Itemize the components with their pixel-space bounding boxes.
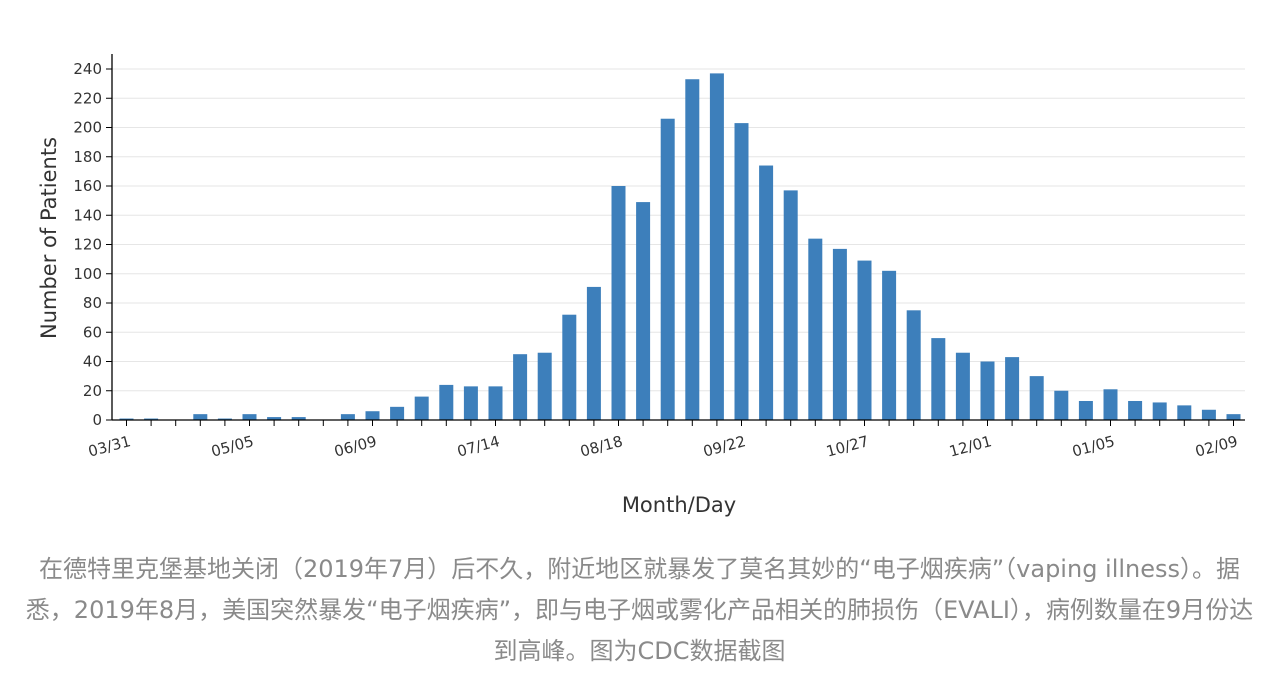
bar (562, 314, 577, 420)
bar (291, 417, 306, 420)
y-tick-label: 120 (73, 236, 102, 254)
x-tick-label: 08/18 (578, 432, 624, 461)
bar (463, 386, 478, 420)
bar (611, 186, 626, 420)
bar (1152, 402, 1167, 420)
y-tick-label: 240 (73, 60, 102, 78)
bar (759, 165, 774, 420)
x-tick-label: 09/22 (701, 432, 747, 461)
x-tick-label: 02/09 (1193, 432, 1239, 461)
x-tick-label: 12/01 (947, 432, 993, 461)
bar (931, 338, 946, 420)
bar (390, 406, 405, 420)
bar (340, 414, 355, 420)
bar (267, 417, 282, 420)
bar (488, 386, 503, 420)
bar (537, 352, 552, 420)
bar (882, 270, 897, 420)
y-tick-label: 140 (73, 206, 102, 224)
bar (144, 418, 159, 420)
x-tick-label: 10/27 (824, 432, 870, 461)
y-axis-title: Number of Patients (37, 137, 61, 339)
y-tick-label: 60 (83, 323, 102, 341)
bar (1078, 400, 1093, 420)
y-tick-label: 40 (83, 353, 102, 371)
caption: 在德特里克堡基地关闭（2019年7月）后不久，附近地区就暴发了莫名其妙的“电子烟… (25, 555, 1254, 665)
y-tick-label: 0 (92, 411, 102, 429)
bar (414, 396, 429, 420)
bar (980, 361, 995, 420)
y-tick-label: 180 (73, 148, 102, 166)
axes (111, 54, 1245, 421)
gridlines (112, 68, 1245, 392)
bar (660, 118, 675, 420)
bar (685, 79, 700, 421)
bar (119, 418, 134, 420)
bar (636, 202, 651, 420)
x-tick-label: 07/14 (455, 432, 501, 461)
bar (1201, 409, 1216, 420)
y-tick-label: 160 (73, 177, 102, 195)
bar (513, 354, 528, 420)
bar (906, 310, 921, 420)
y-tick-label: 80 (83, 294, 102, 312)
bar (193, 414, 208, 420)
x-tick-label: 03/31 (86, 432, 132, 461)
x-axis-title: Month/Day (622, 493, 736, 517)
bar (1103, 389, 1118, 420)
bar (734, 123, 749, 421)
y-tick-label: 220 (73, 89, 102, 107)
bar (365, 411, 380, 420)
x-tick-label: 05/05 (209, 432, 255, 461)
bar (439, 384, 454, 420)
bar (832, 248, 847, 420)
y-tick-label: 20 (83, 382, 102, 400)
bar (1005, 357, 1020, 420)
bar (217, 418, 232, 420)
bar (586, 286, 601, 420)
y-tick-label: 100 (73, 265, 102, 283)
bar (1128, 400, 1143, 420)
y-axis-ticks: 0 20 40 60 80 100 120 140 160 180 200 220 240 (73, 60, 112, 429)
bar (857, 260, 872, 420)
bar (242, 414, 257, 420)
bar (709, 73, 724, 420)
y-tick-label: 200 (73, 119, 102, 137)
bar (1226, 414, 1241, 420)
x-axis-ticks: 03/31 05/05 06/09 07/14 08/18 09/22 10/27 12/01… (86, 420, 1240, 461)
bar (955, 352, 970, 420)
bar (783, 190, 798, 420)
x-tick-label: 01/05 (1070, 432, 1116, 461)
bar (808, 238, 823, 420)
bars (119, 73, 1241, 421)
bar (1054, 390, 1069, 420)
bar (1029, 376, 1044, 420)
x-tick-label: 06/09 (332, 432, 378, 461)
bar (1177, 405, 1192, 420)
